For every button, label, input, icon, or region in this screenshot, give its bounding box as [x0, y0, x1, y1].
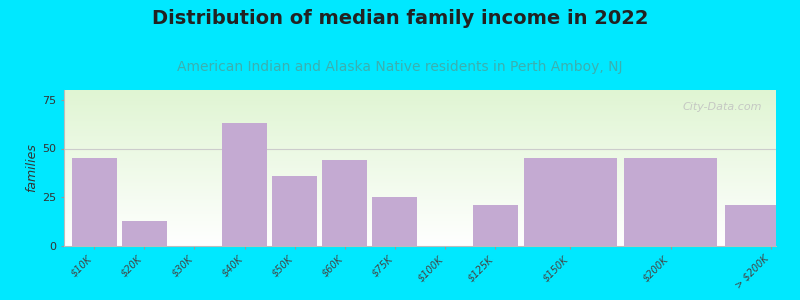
Bar — [725, 205, 800, 246]
Bar — [222, 123, 267, 246]
Bar — [272, 176, 318, 246]
Bar — [524, 158, 617, 246]
Text: American Indian and Alaska Native residents in Perth Amboy, NJ: American Indian and Alaska Native reside… — [178, 60, 622, 74]
Y-axis label: families: families — [25, 144, 38, 192]
Bar — [372, 197, 418, 246]
Text: Distribution of median family income in 2022: Distribution of median family income in … — [152, 9, 648, 28]
Text: City-Data.com: City-Data.com — [682, 103, 762, 112]
Bar — [122, 221, 166, 246]
Bar — [71, 158, 117, 246]
Bar — [322, 160, 367, 246]
Bar — [473, 205, 518, 246]
Bar — [624, 158, 717, 246]
